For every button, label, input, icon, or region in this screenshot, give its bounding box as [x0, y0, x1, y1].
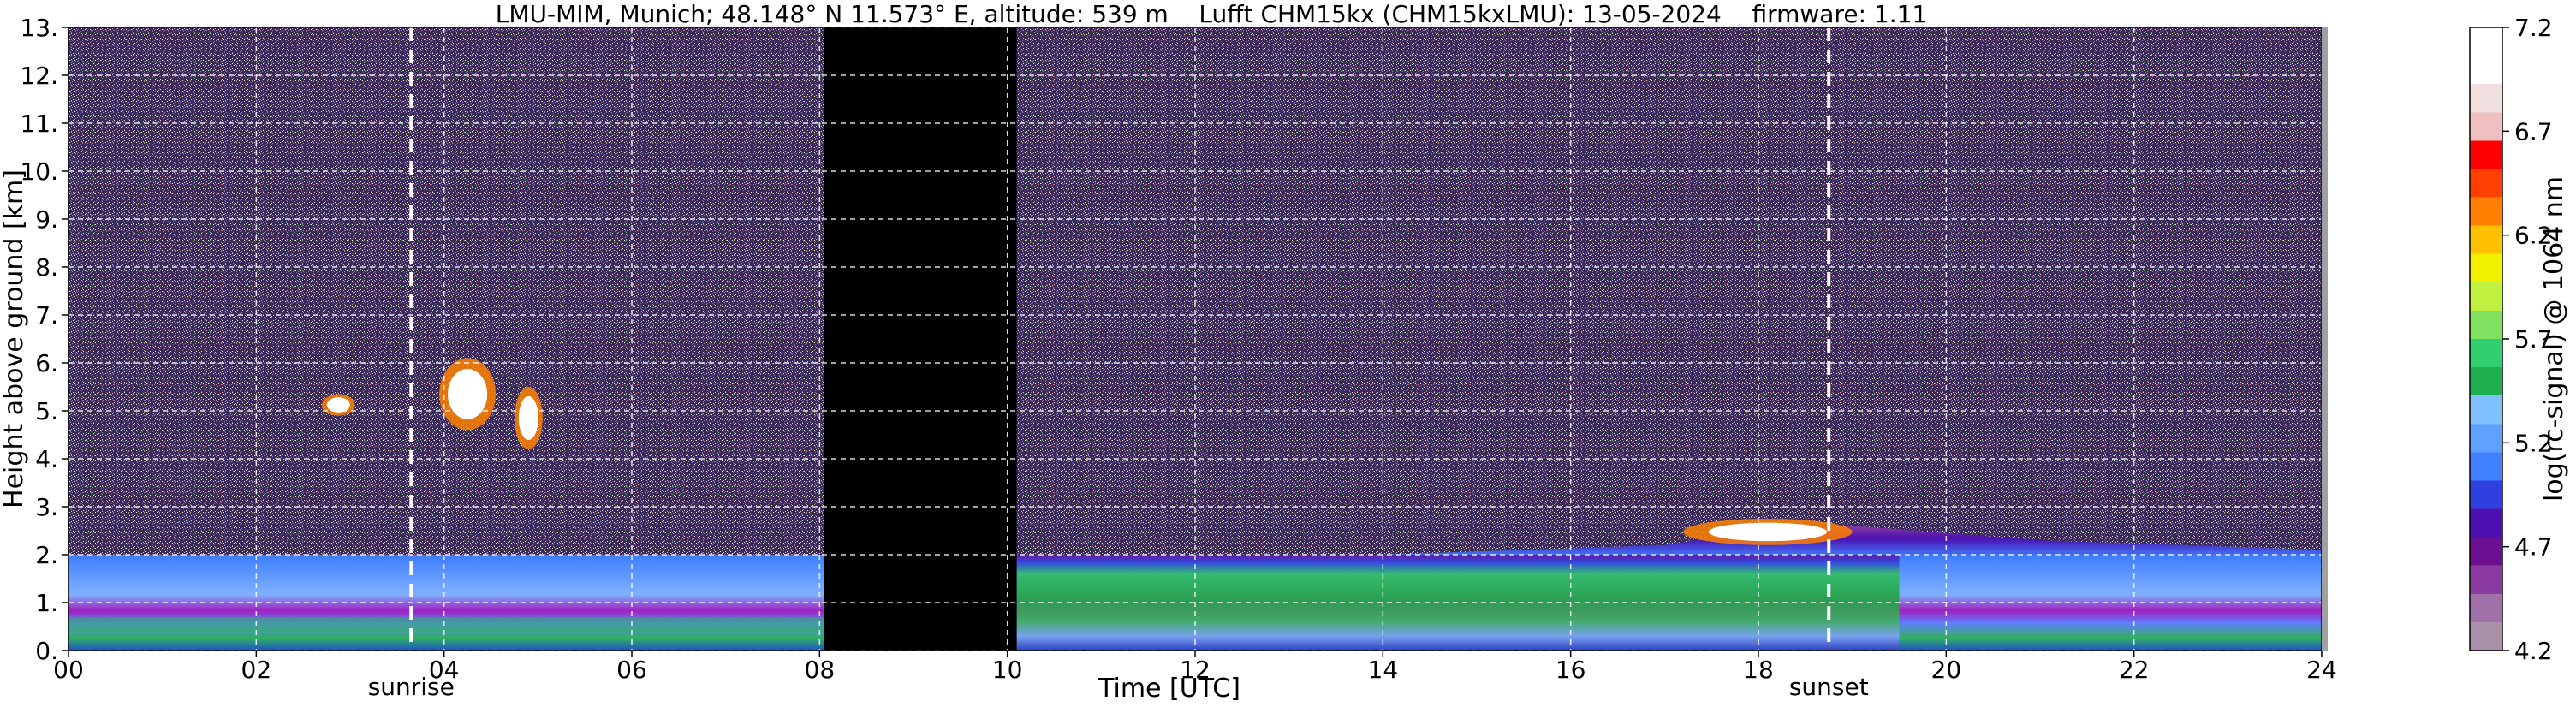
x-tick-label-5: 10 [992, 656, 1023, 684]
colorbar-tick-label-3: 5.7 [2514, 325, 2553, 354]
colorbar: 4.2 4.7 5.2 5.7 6.2 6.7 7.2 log(rc-signal) @ 10… [2469, 14, 2569, 665]
event-lines: sunrise sunset [368, 27, 1869, 701]
cloud-core-3 [1708, 522, 1828, 542]
colorbar-bar [2469, 27, 2503, 651]
plot-right-strip [2322, 27, 2328, 651]
colorbar-tick-label-6: 7.2 [2514, 14, 2553, 42]
x-tick-label-10: 20 [1931, 656, 1962, 684]
y-tick-label-6: 6. [35, 349, 58, 377]
y-tick-label-3: 3. [35, 493, 58, 521]
y-tick-label-7: 7. [35, 301, 58, 330]
x-tick-label-7: 14 [1368, 656, 1399, 684]
colorbar-label: log(rc-signal) @ 1064 nm [2539, 176, 2569, 502]
sunrise-label: sunrise [368, 673, 455, 701]
surface-layer [68, 616, 824, 632]
x-tick-label-11: 22 [2119, 656, 2150, 684]
cloud-core-2 [518, 395, 538, 440]
x-tick-label-9: 18 [1743, 656, 1774, 684]
y-tick-label-1: 1. [35, 589, 58, 617]
colorbar-tick-label-1: 4.7 [2514, 533, 2553, 561]
x-tick-label-1: 02 [241, 656, 272, 684]
x-tick-label-4: 08 [805, 656, 836, 684]
x-tick-label-2: 04 [429, 656, 460, 684]
y-axis-label: Height above ground [km] [0, 169, 29, 508]
colorbar-tick-label-2: 5.2 [2514, 429, 2553, 457]
sunset-label: sunset [1789, 673, 1869, 701]
cloud-core-1 [448, 369, 488, 419]
y-tick-label-9: 9. [35, 205, 58, 234]
colorbar-tick-label-4: 6.2 [2514, 222, 2553, 250]
y-tick-label-8: 8. [35, 253, 58, 282]
no-data-block-0 [824, 27, 1017, 651]
y-tick-label-10: 10. [20, 157, 58, 186]
y-tick-label-5: 5. [35, 397, 58, 425]
x-tick-label-6: 12 [1180, 656, 1211, 684]
chart-title: LMU-MIM, Munich; 48.148° N 11.573° E, al… [495, 0, 1928, 28]
axes: 00 02 04 06 08 10 12 14 16 18 20 22 24 0. 1. 2. 3. 4. 5. 6.… [0, 14, 2337, 704]
y-tick-label-2: 2. [35, 541, 58, 569]
y-tick-label-13: 13. [20, 14, 58, 42]
cloud-core-0 [326, 397, 350, 413]
x-tick-label-12: 24 [2306, 656, 2337, 684]
colorbar-tick-label-0: 4.2 [2514, 637, 2553, 665]
x-tick-label-8: 16 [1556, 656, 1586, 684]
x-axis-label: Time [UTC] [1098, 674, 1240, 704]
y-tick-label-0: 0. [35, 637, 58, 665]
y-tick-label-11: 11. [20, 110, 58, 138]
y-tick-label-4: 4. [35, 445, 58, 473]
x-tick-label-0: 00 [53, 656, 84, 684]
y-tick-label-12: 12. [20, 62, 58, 90]
colorbar-tick-label-5: 6.7 [2514, 117, 2553, 146]
x-tick-label-3: 06 [616, 656, 647, 684]
